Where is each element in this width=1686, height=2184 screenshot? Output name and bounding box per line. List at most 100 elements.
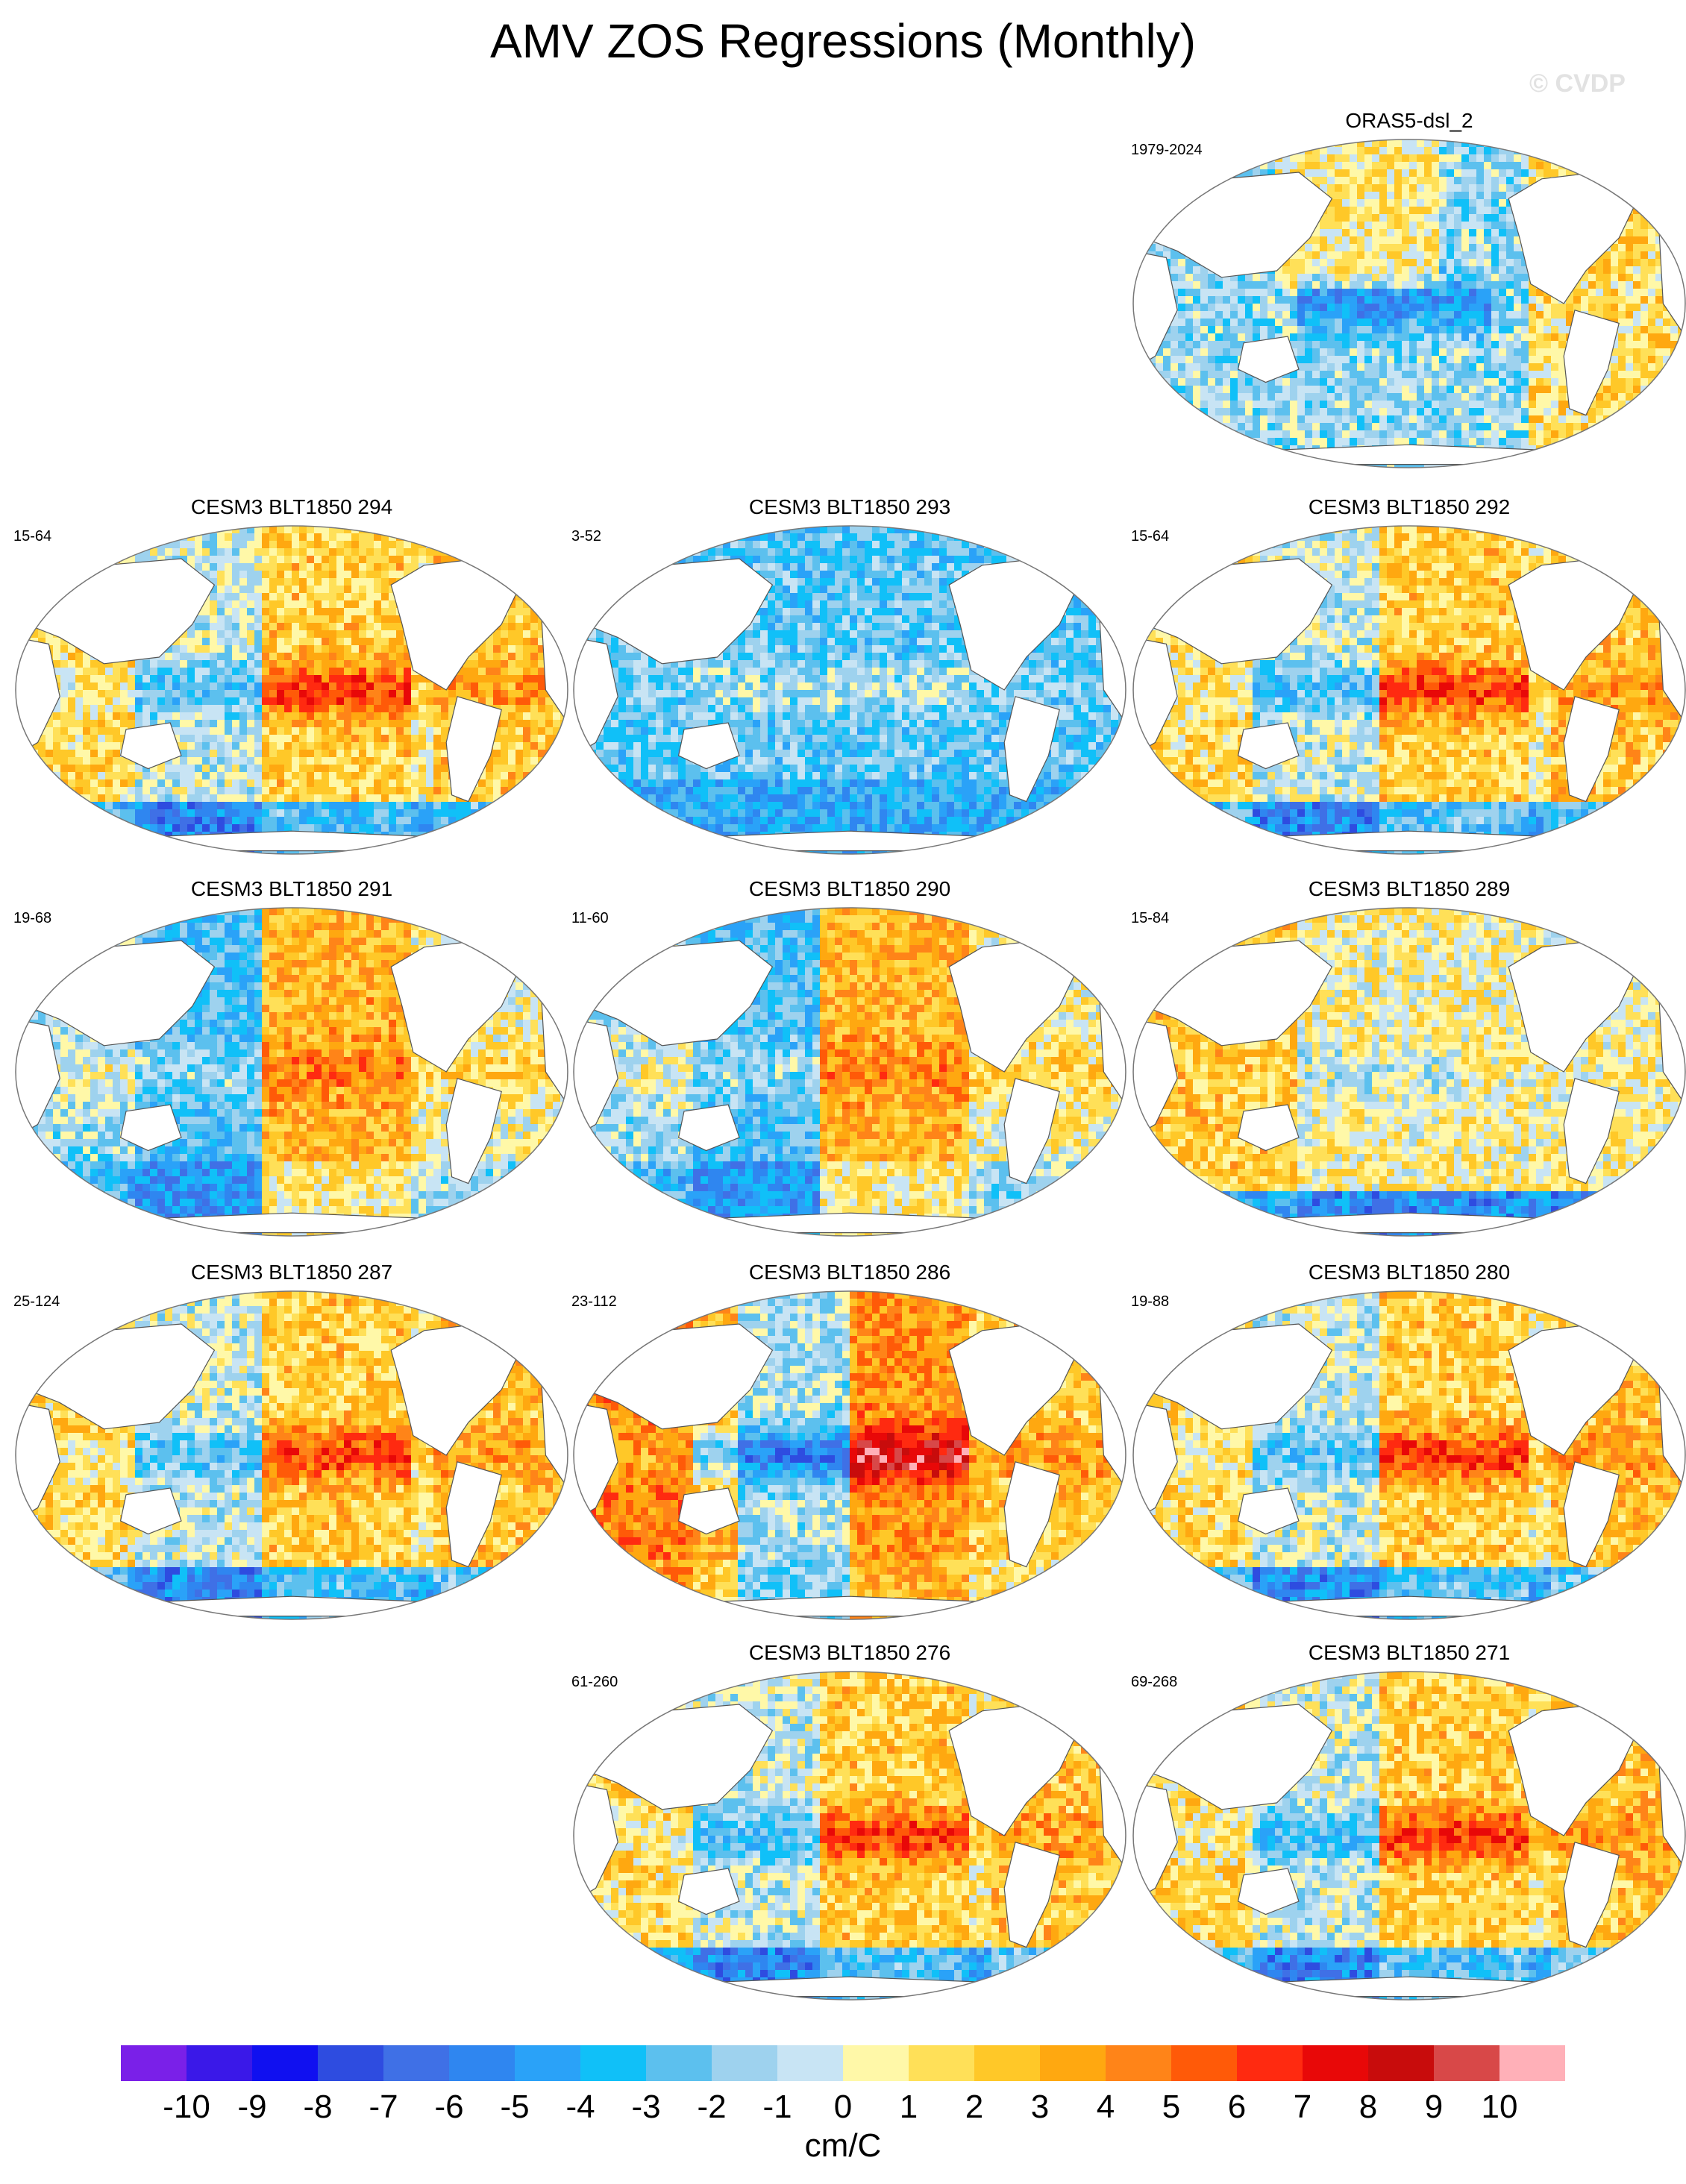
- field-cell: [1626, 333, 1634, 342]
- field-cell: [389, 526, 397, 534]
- field-cell: [75, 653, 84, 661]
- field-cell: [16, 586, 24, 594]
- field-cell: [374, 526, 382, 534]
- field-cell: [1141, 438, 1149, 446]
- field-cell: [381, 571, 389, 579]
- field-cell: [1432, 244, 1440, 252]
- field-cell: [1208, 311, 1216, 319]
- field-cell: [1640, 304, 1649, 312]
- field-cell: [269, 668, 278, 676]
- field-cell: [463, 526, 471, 534]
- field-cell: [1275, 408, 1283, 416]
- field-cell: [202, 660, 210, 668]
- field-cell: [1320, 222, 1328, 230]
- field-cell: [1640, 401, 1649, 409]
- field-cell: [419, 556, 427, 564]
- field-cell: [1648, 363, 1656, 371]
- field-cell: [1350, 438, 1358, 446]
- field-cell: [1350, 177, 1358, 185]
- field-cell: [1357, 281, 1365, 289]
- field-cell: [1551, 304, 1559, 312]
- field-cell: [1253, 304, 1261, 312]
- field-cell: [1432, 266, 1440, 274]
- field-cell: [1200, 438, 1209, 446]
- field-cell: [329, 541, 337, 549]
- field-cell: [471, 556, 479, 564]
- field-cell: [322, 593, 330, 601]
- field-cell: [53, 526, 61, 534]
- field-cell: [1335, 363, 1343, 371]
- field-cell: [441, 533, 449, 542]
- field-cell: [1551, 423, 1559, 431]
- field-cell: [277, 548, 285, 556]
- field-cell: [1245, 304, 1253, 312]
- field-cell: [1193, 371, 1201, 379]
- field-cell: [217, 556, 225, 564]
- field-cell: [396, 675, 404, 683]
- field-cell: [1521, 304, 1529, 312]
- field-cell: [411, 556, 419, 564]
- field-cell: [530, 526, 539, 534]
- field-cell: [1618, 229, 1626, 237]
- field-cell: [1171, 281, 1179, 289]
- field-cell: [336, 541, 345, 549]
- field-cell: [128, 682, 136, 691]
- field-cell: [98, 533, 106, 542]
- field-cell: [1417, 393, 1425, 401]
- field-cell: [165, 660, 173, 668]
- field-cell: [1230, 386, 1238, 394]
- field-cell: [456, 533, 464, 542]
- field-cell: [217, 563, 225, 571]
- field-cell: [113, 690, 121, 698]
- field-cell: [1521, 408, 1529, 416]
- field-cell: [1230, 453, 1238, 461]
- field-cell: [1342, 348, 1350, 357]
- field-cell: [1491, 244, 1499, 252]
- field-cell: [1335, 408, 1343, 416]
- field-cell: [269, 682, 278, 691]
- field-cell: [1223, 386, 1231, 394]
- field-cell: [1626, 184, 1634, 192]
- field-cell: [1596, 162, 1604, 170]
- field-cell: [1312, 236, 1320, 245]
- field-cell: [1514, 356, 1522, 364]
- field-cell: [1238, 318, 1246, 327]
- field-cell: [1335, 401, 1343, 409]
- field-cell: [1633, 348, 1641, 357]
- field-cell: [1148, 199, 1156, 207]
- field-cell: [1215, 154, 1223, 163]
- field-cell: [1484, 393, 1492, 401]
- field-cell: [1253, 401, 1261, 409]
- field-cell: [530, 630, 539, 638]
- field-cell: [1424, 378, 1432, 386]
- field-cell: [1469, 192, 1477, 200]
- field-cell: [1409, 341, 1417, 349]
- field-cell: [1461, 251, 1470, 260]
- field-cell: [1372, 438, 1380, 446]
- field-cell: [1163, 177, 1171, 185]
- field-cell: [195, 660, 203, 668]
- field-cell: [419, 526, 427, 534]
- field-cell: [1417, 154, 1425, 163]
- field-cell: [113, 675, 121, 683]
- field-cell: [329, 556, 337, 564]
- field-cell: [1529, 356, 1537, 364]
- field-cell: [299, 600, 307, 609]
- field-cell: [1454, 281, 1462, 289]
- field-cell: [1655, 244, 1664, 252]
- field-cell: [1536, 386, 1544, 394]
- field-cell: [344, 615, 352, 624]
- field-cell: [1305, 259, 1313, 267]
- field-cell: [1223, 326, 1231, 334]
- field-cell: [1171, 438, 1179, 446]
- field-cell: [322, 623, 330, 631]
- field-cell: [1409, 274, 1417, 282]
- field-cell: [1357, 393, 1365, 401]
- field-cell: [1178, 341, 1186, 349]
- field-cell: [1573, 281, 1582, 289]
- field-cell: [83, 548, 91, 556]
- field-cell: [1551, 139, 1559, 148]
- field-cell: [1551, 154, 1559, 163]
- field-cell: [1379, 139, 1388, 148]
- field-cell: [1558, 154, 1567, 163]
